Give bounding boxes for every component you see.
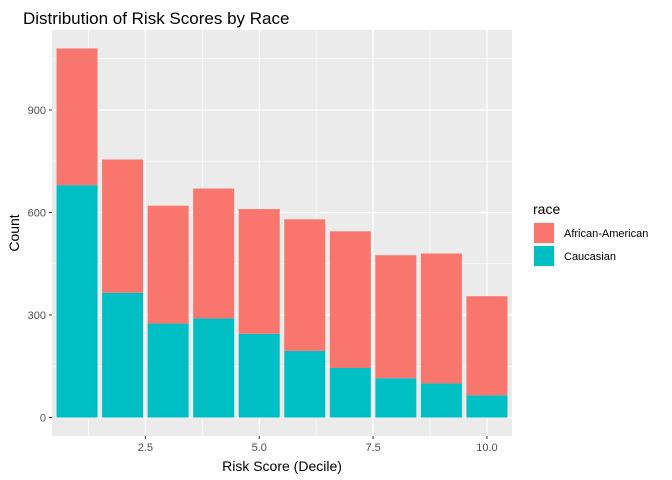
legend: race African-American Caucasian [533, 201, 648, 267]
x-tick-label: 2.5 [138, 442, 153, 454]
legend-label: African-American [564, 228, 648, 240]
bar-segment [238, 209, 280, 334]
bar-segment [147, 205, 189, 324]
bar-segment [420, 253, 462, 384]
y-tick-label: 0 [40, 413, 46, 425]
bar-segment [193, 188, 235, 319]
bar-segment [193, 318, 235, 418]
bar-segment [466, 395, 508, 418]
x-axis-title: Risk Score (Decile) [222, 458, 342, 474]
bars [56, 48, 508, 418]
bar-segment [238, 333, 280, 418]
x-tick-label: 7.5 [365, 442, 380, 454]
legend-title: race [533, 201, 560, 217]
bar-segment [56, 185, 98, 418]
x-tick-label: 5.0 [252, 442, 267, 454]
bar-segment [102, 159, 144, 293]
bar-segment [375, 378, 417, 418]
x-tick-label: 10.0 [476, 442, 497, 454]
bar-segment [284, 219, 326, 351]
bar-segment [375, 255, 417, 379]
y-tick-label: 900 [28, 105, 46, 117]
bar-segment [147, 323, 189, 418]
legend-label: Caucasian [564, 251, 616, 263]
chart-title: Distribution of Risk Scores by Race [23, 9, 289, 28]
y-tick-label: 300 [28, 310, 46, 322]
bar-segment [420, 383, 462, 418]
x-axis: 2.5 5.0 7.5 10.0 [138, 436, 498, 454]
legend-swatch [534, 223, 554, 243]
legend-swatch [534, 246, 554, 266]
bar-segment [284, 350, 326, 418]
bar-segment [329, 367, 371, 418]
y-axis-title: Count [6, 214, 22, 251]
y-axis: 0 300 600 900 [28, 105, 52, 425]
bar-segment [466, 296, 508, 396]
bar-segment [102, 292, 144, 418]
bar-segment [329, 231, 371, 368]
y-tick-label: 600 [28, 207, 46, 219]
bar-segment [56, 48, 98, 186]
